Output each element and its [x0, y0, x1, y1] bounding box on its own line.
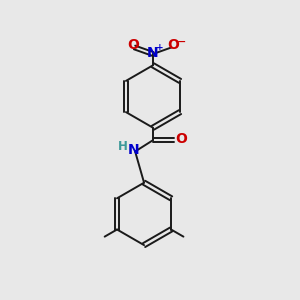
Text: N: N: [147, 46, 159, 59]
Text: H: H: [118, 140, 128, 153]
Text: O: O: [127, 38, 139, 52]
Text: N: N: [128, 143, 140, 157]
Text: +: +: [156, 43, 163, 52]
Text: O: O: [167, 38, 179, 52]
Text: −: −: [177, 37, 187, 47]
Text: O: O: [175, 132, 187, 146]
